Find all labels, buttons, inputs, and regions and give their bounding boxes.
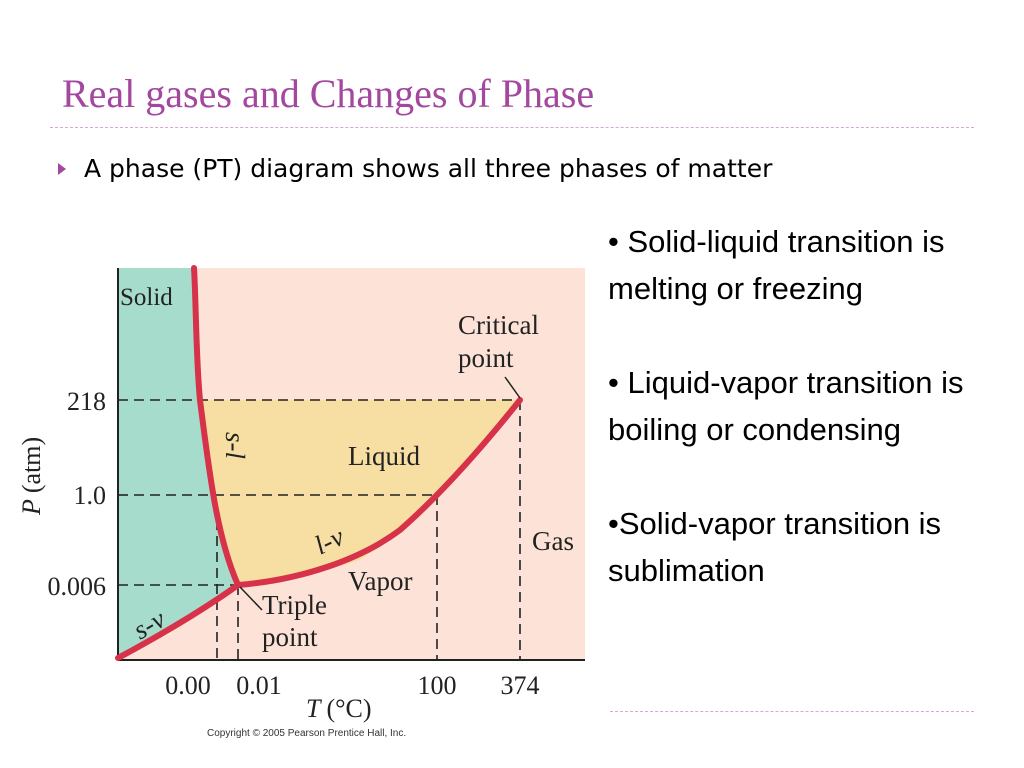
y-axis-unit: (atm)	[17, 437, 46, 493]
y-axis-var: P	[17, 499, 46, 516]
x-tick-374: 374	[501, 671, 540, 700]
solid-vapor-curve	[115, 582, 241, 661]
critical-point-label-line1: Critical	[458, 310, 539, 340]
notes-panel: • Solid-liquid transition is melting or …	[608, 218, 998, 641]
vapor-label: Vapor	[348, 566, 412, 596]
triple-point-label-line1: Triple	[262, 590, 327, 620]
note-solid-liquid: • Solid-liquid transition is melting or …	[608, 224, 945, 306]
footer-divider	[610, 711, 974, 712]
solid-liquid-curve-label: s-l	[220, 432, 250, 459]
critical-point-pointer	[504, 376, 521, 399]
svg-text:P(atm): P (atm)	[17, 437, 46, 516]
x-tick-100: 100	[418, 671, 457, 700]
slide-title: Real gases and Changes of Phase	[62, 71, 595, 116]
y-axis-title: P (atm)	[17, 437, 46, 516]
triple-point-pointer	[239, 586, 263, 611]
liquid-label: Liquid	[348, 441, 420, 471]
triple-point-label-line2: point	[262, 622, 318, 652]
note-liquid-vapor: • Liquid-vapor transition is boiling or …	[608, 365, 964, 447]
x-tick-0-01: 0.01	[236, 671, 282, 700]
solid-label: Solid	[120, 284, 173, 311]
gas-label: Gas	[532, 526, 574, 556]
y-tick-0-006: 0.006	[48, 572, 107, 601]
guide-lines	[118, 399, 521, 660]
x-axis-unit: (°C)	[326, 694, 371, 723]
y-tick-218: 218	[67, 387, 106, 416]
note-solid-vapor: •Solid-vapor transition is sublimation	[608, 506, 942, 588]
x-tick-0-00: 0.00	[165, 671, 211, 700]
x-axis-var: T	[306, 694, 322, 723]
bullet-text: A phase (PT) diagram shows all three pha…	[84, 154, 773, 183]
liquid-vapor-curve	[235, 397, 523, 588]
solid-region	[118, 268, 238, 658]
bullet-item: A phase (PT) diagram shows all three pha…	[58, 154, 772, 183]
solid-liquid-curve	[191, 265, 241, 588]
copyright-text: Copyright © 2005 Pearson Prentice Hall, …	[207, 728, 407, 739]
x-axis-title: T (°C)	[306, 694, 372, 723]
liquid-region	[200, 400, 520, 585]
critical-point-label-line2: point	[458, 343, 514, 373]
y-tick-1-0: 1.0	[74, 481, 107, 510]
bullet-arrow-icon	[58, 162, 66, 175]
title-divider	[50, 127, 974, 128]
